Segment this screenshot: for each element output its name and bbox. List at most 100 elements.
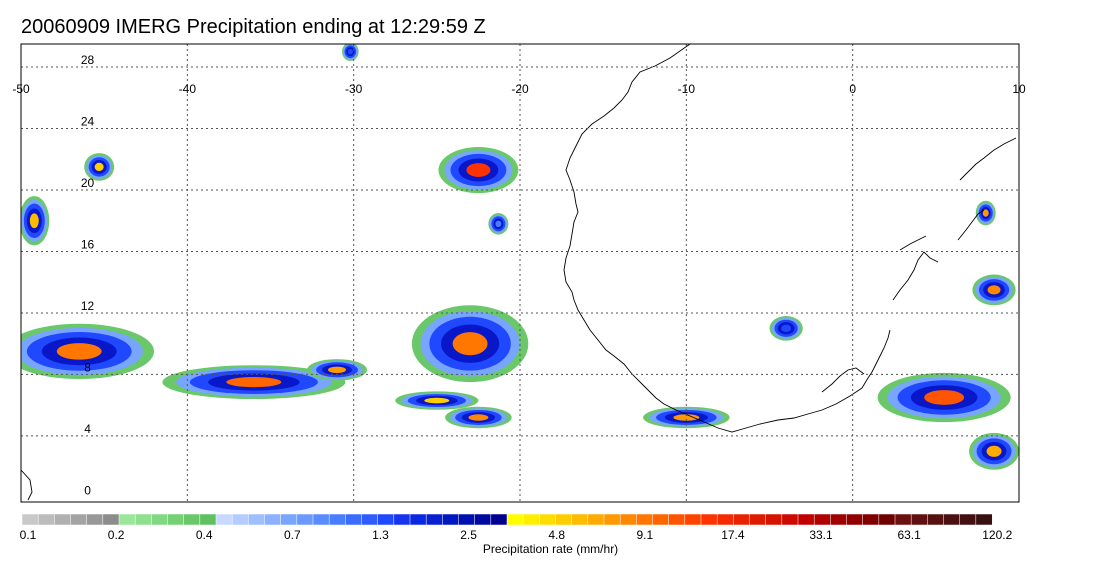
colorbar-swatch: [878, 513, 896, 526]
colorbar-swatch: [943, 513, 961, 526]
colorbar-swatch: [813, 513, 831, 526]
colorbar-swatch: [458, 513, 476, 526]
colorbar-tick-label: 0.7: [283, 528, 301, 542]
colorbar-swatch: [425, 513, 443, 526]
lon-tick-label: -40: [179, 82, 197, 96]
colorbar-swatch: [797, 513, 815, 526]
lon-tick-label: 10: [1012, 82, 1026, 96]
precip-cell: [877, 372, 1011, 423]
colorbar-swatch: [684, 513, 702, 526]
lat-tick-label: 28: [81, 53, 95, 67]
colorbar-swatch: [716, 513, 734, 526]
colorbar-swatch: [830, 513, 848, 526]
colorbar-swatch: [264, 513, 282, 526]
colorbar-swatch: [555, 513, 573, 526]
colorbar-tick-label: 4.8: [548, 528, 566, 542]
colorbar-tick-label: 17.4: [721, 528, 745, 542]
colorbar-swatch: [21, 513, 39, 526]
colorbar-swatch: [522, 513, 540, 526]
colorbar-swatch: [959, 513, 977, 526]
precip-cell: [972, 274, 1016, 306]
colorbar: [21, 513, 993, 526]
precip-cell: [488, 213, 509, 235]
colorbar-swatch: [587, 513, 605, 526]
lat-tick-label: 20: [81, 176, 95, 190]
colorbar-tick-label: 1.3: [372, 528, 389, 542]
precip-cell: [21, 323, 155, 380]
colorbar-swatch: [312, 513, 330, 526]
colorbar-swatch: [490, 513, 508, 526]
colorbar-swatch: [700, 513, 718, 526]
colorbar-swatch: [86, 513, 104, 526]
colorbar-swatch: [361, 513, 379, 526]
colorbar-swatch: [199, 513, 217, 526]
colorbar-swatch: [183, 513, 201, 526]
colorbar-swatch: [328, 513, 346, 526]
precipitation-field: [21, 44, 1019, 470]
colorbar-tick-label: 0.2: [107, 528, 125, 542]
colorbar-swatch: [280, 513, 298, 526]
colorbar-swatch: [975, 513, 993, 526]
colorbar-swatch: [652, 513, 670, 526]
precip-cell: [21, 196, 50, 246]
colorbar-swatch: [442, 513, 460, 526]
colorbar-swatch: [54, 513, 72, 526]
colorbar-swatch: [215, 513, 233, 526]
precip-cell: [342, 44, 359, 61]
colorbar-swatch: [167, 513, 185, 526]
precip-cell: [84, 153, 115, 181]
lon-tick-label: -10: [678, 82, 696, 96]
colorbar-swatch: [102, 513, 120, 526]
colorbar-swatch: [393, 513, 411, 526]
lat-tick-label: 8: [84, 360, 91, 374]
colorbar-swatch: [118, 513, 136, 526]
lon-tick-label: -50: [12, 82, 30, 96]
colorbar-caption: Precipitation rate (mm/hr): [482, 542, 619, 556]
colorbar-tick-label: 2.5: [460, 528, 477, 542]
colorbar-swatch: [474, 513, 492, 526]
lat-tick-label: 16: [81, 237, 95, 251]
colorbar-tick-label: 120.2: [982, 528, 1013, 542]
precip-cell: [975, 200, 996, 226]
precip-cell: [395, 391, 479, 410]
colorbar-swatch: [231, 513, 249, 526]
precip-cell: [162, 365, 346, 400]
colorbar-swatch: [539, 513, 557, 526]
colorbar-swatch: [668, 513, 686, 526]
precip-cell: [969, 432, 1019, 470]
colorbar-swatch: [910, 513, 928, 526]
lon-tick-label: -20: [511, 82, 529, 96]
lon-tick-label: 0: [849, 82, 856, 96]
colorbar-swatch: [749, 513, 767, 526]
colorbar-swatch: [37, 513, 55, 526]
colorbar-swatch: [70, 513, 88, 526]
colorbar-swatch: [151, 513, 169, 526]
precip-cell: [438, 146, 519, 194]
colorbar-swatch: [765, 513, 783, 526]
colorbar-swatch: [248, 513, 266, 526]
colorbar-tick-label: 0.1: [19, 528, 37, 542]
colorbar-swatch: [377, 513, 395, 526]
colorbar-swatch: [894, 513, 912, 526]
colorbar-swatch: [603, 513, 621, 526]
colorbar-swatch: [571, 513, 589, 526]
colorbar-swatch: [636, 513, 654, 526]
colorbar-tick-label: 63.1: [897, 528, 921, 542]
colorbar-swatch: [862, 513, 880, 526]
colorbar-swatch: [781, 513, 799, 526]
page-title: 20060909 IMERG Precipitation ending at 1…: [21, 16, 486, 38]
map-grid: [21, 44, 1019, 502]
colorbar-swatch: [733, 513, 751, 526]
colorbar-swatch: [296, 513, 314, 526]
precip-cell: [769, 316, 803, 341]
colorbar-swatch: [927, 513, 945, 526]
colorbar-swatch: [409, 513, 427, 526]
colorbar-swatch: [345, 513, 363, 526]
precip-cell: [411, 305, 529, 383]
colorbar-tick-label: 0.4: [195, 528, 213, 542]
precip-cell: [307, 359, 367, 381]
lat-tick-label: 0: [84, 483, 91, 497]
coastline: [21, 44, 1017, 501]
colorbar-swatch: [846, 513, 864, 526]
